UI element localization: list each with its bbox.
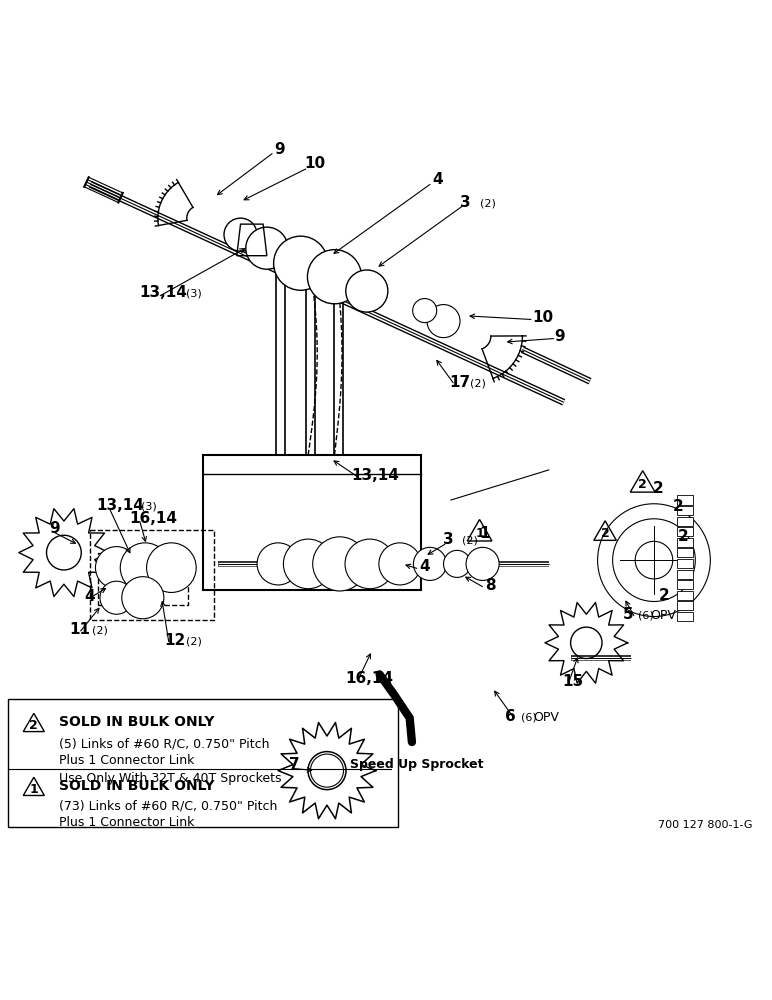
Text: (2): (2) (479, 198, 496, 208)
Text: 2: 2 (659, 588, 669, 603)
Circle shape (345, 539, 394, 589)
Circle shape (427, 305, 460, 338)
Text: Plus 1 Connector Link: Plus 1 Connector Link (59, 754, 194, 767)
Text: (3): (3) (186, 288, 202, 298)
Circle shape (413, 299, 437, 323)
Text: 9: 9 (49, 521, 59, 536)
Text: 11: 11 (69, 622, 90, 637)
Text: SOLD IN BULK ONLY: SOLD IN BULK ONLY (59, 715, 214, 729)
Text: 7: 7 (290, 757, 300, 772)
Text: 5: 5 (622, 607, 633, 622)
Bar (676, 570, 693, 579)
Text: 13,14: 13,14 (139, 285, 187, 300)
Text: (3): (3) (141, 501, 157, 511)
Text: Speed Up Sprocket: Speed Up Sprocket (350, 758, 483, 771)
Text: (2): (2) (92, 625, 107, 635)
Text: 10: 10 (304, 156, 326, 171)
Circle shape (257, 543, 300, 585)
Text: (5) Links of #60 R/C, 0.750" Pitch: (5) Links of #60 R/C, 0.750" Pitch (59, 737, 269, 750)
Circle shape (635, 541, 672, 579)
Bar (676, 548, 693, 557)
Text: 2: 2 (29, 719, 38, 732)
Circle shape (273, 236, 328, 290)
Text: 2: 2 (638, 478, 647, 491)
Text: 15: 15 (562, 674, 584, 689)
Circle shape (613, 519, 696, 601)
Text: 9: 9 (274, 142, 285, 157)
Circle shape (122, 577, 164, 619)
Bar (98, 553, 188, 605)
Text: 2: 2 (601, 527, 609, 540)
Bar (676, 580, 693, 589)
Text: 9: 9 (555, 329, 565, 344)
Text: (2): (2) (470, 378, 486, 388)
Text: 1: 1 (476, 527, 484, 540)
Bar (676, 517, 693, 526)
Text: Plus 1 Connector Link: Plus 1 Connector Link (59, 816, 194, 829)
Text: 3: 3 (460, 195, 471, 210)
Text: 1: 1 (479, 526, 490, 541)
Text: 17: 17 (449, 375, 471, 390)
Bar (676, 612, 693, 621)
Bar (676, 601, 693, 610)
Bar (676, 527, 693, 536)
Text: OPV: OPV (650, 609, 676, 622)
Circle shape (443, 550, 471, 577)
Text: 16,14: 16,14 (346, 671, 394, 686)
Text: 10: 10 (532, 310, 554, 325)
Circle shape (414, 547, 446, 580)
Circle shape (100, 581, 133, 614)
Circle shape (245, 227, 288, 269)
Text: 3: 3 (443, 532, 454, 547)
Bar (676, 538, 693, 547)
Circle shape (310, 754, 344, 787)
Circle shape (466, 547, 499, 580)
Text: 700 127 800-1-G: 700 127 800-1-G (659, 820, 753, 830)
Text: 16,14: 16,14 (129, 511, 178, 526)
Text: 1: 1 (29, 783, 38, 796)
Circle shape (283, 539, 333, 589)
Text: (2): (2) (186, 636, 202, 646)
Text: Use Only With 32T & 40T Sprockets: Use Only With 32T & 40T Sprockets (59, 772, 281, 785)
Text: (6): (6) (638, 610, 654, 620)
Circle shape (598, 504, 710, 617)
Bar (676, 559, 693, 568)
Text: (6): (6) (521, 712, 537, 722)
Circle shape (224, 218, 257, 251)
Bar (676, 591, 693, 600)
Text: 4: 4 (84, 589, 95, 604)
Text: 12: 12 (164, 633, 185, 648)
Circle shape (147, 543, 196, 592)
Text: 13,14: 13,14 (352, 468, 400, 483)
Text: 2: 2 (672, 499, 683, 514)
Text: OPV: OPV (533, 711, 560, 724)
Circle shape (313, 537, 367, 591)
Circle shape (120, 543, 170, 592)
Circle shape (96, 547, 137, 589)
Bar (676, 506, 693, 515)
Text: 2: 2 (678, 529, 689, 544)
Bar (8, 699, 398, 827)
Text: 6: 6 (505, 709, 516, 724)
Circle shape (307, 250, 361, 304)
Circle shape (346, 270, 388, 312)
Text: 13,14: 13,14 (96, 498, 144, 513)
Bar (676, 495, 693, 505)
Text: 2: 2 (652, 481, 663, 496)
Text: 4: 4 (419, 559, 430, 574)
Text: (2): (2) (462, 536, 478, 546)
Text: 8: 8 (485, 578, 496, 593)
Text: 4: 4 (432, 172, 443, 187)
Text: SOLD IN BULK ONLY: SOLD IN BULK ONLY (59, 779, 214, 793)
Text: (73) Links of #60 R/C, 0.750" Pitch: (73) Links of #60 R/C, 0.750" Pitch (59, 799, 277, 812)
Circle shape (379, 543, 421, 585)
